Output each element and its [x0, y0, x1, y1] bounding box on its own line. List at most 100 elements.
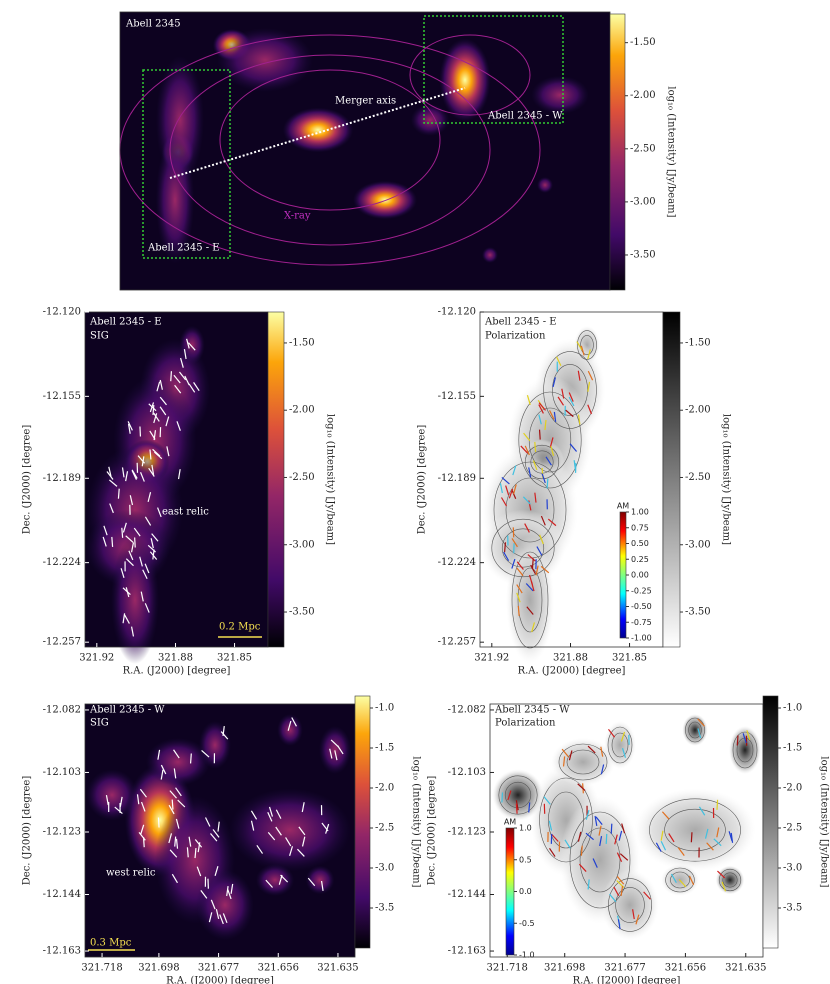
colorbar-tick-label: -1.00	[631, 634, 652, 643]
y-tick-label: -12.103	[448, 767, 486, 778]
polarization-vector	[713, 838, 722, 847]
colorbar-label: log₁₀ (Intensity) [Jy/beam]	[666, 86, 677, 217]
colorbar-tick-label: -2.0	[375, 783, 394, 794]
polarization-vector	[153, 413, 158, 424]
contour	[524, 444, 560, 480]
colorbar-tick-label: -2.50	[630, 143, 656, 154]
colorbar-title: AM	[504, 818, 516, 827]
polarization-vector	[140, 591, 144, 602]
polarization-vector	[287, 720, 292, 731]
polarization-vector	[512, 484, 517, 495]
polarization-vector	[568, 392, 574, 402]
y-tick-label: -12.224	[43, 557, 81, 568]
colorbar-tick-label: 0.75	[631, 523, 649, 532]
polarization-vector	[108, 479, 118, 487]
polarization-vector	[512, 465, 517, 476]
polarization-vector	[122, 522, 127, 533]
polarization-vector	[619, 853, 629, 861]
polarization-vector	[156, 381, 161, 392]
polarization-vector	[742, 733, 747, 744]
polarization-vector	[168, 833, 173, 844]
emission-blob	[217, 28, 313, 92]
emission-blob	[353, 180, 417, 220]
polarization-vector	[534, 441, 537, 452]
colorbar-tick-label: -1.50	[289, 337, 315, 348]
colorbar-tick-label: -1.0	[783, 703, 802, 714]
polarization-vector	[183, 349, 187, 360]
polarization-vector	[122, 587, 131, 596]
polarization-vector	[102, 536, 107, 547]
y-tick-label: -12.163	[448, 946, 486, 957]
x-tick-label: 321.92	[79, 653, 114, 664]
y-tick-label: -12.155	[43, 391, 81, 402]
polarization-vector	[528, 802, 531, 813]
polarization-vector	[549, 847, 556, 857]
polarization-vector	[267, 812, 273, 822]
polarization-vector	[157, 817, 160, 828]
polarization-vector	[528, 574, 533, 585]
y-tick-label: -12.163	[43, 946, 81, 957]
contour	[722, 872, 738, 888]
contour	[607, 726, 633, 764]
polarization-vector	[557, 396, 565, 406]
polarization-vector	[538, 429, 541, 440]
emission-blob	[506, 536, 554, 664]
polarization-vector	[129, 495, 134, 506]
polarization-vector	[150, 538, 154, 549]
polarization-vector	[716, 827, 720, 838]
polarization-vector	[531, 622, 536, 633]
emission-blob	[729, 726, 761, 774]
polarization-vector	[280, 874, 289, 883]
colorbar-tick-label: -2.50	[685, 472, 711, 483]
polarization-vector	[127, 421, 133, 431]
polarization-vector	[660, 841, 667, 851]
polarization-vector	[149, 449, 152, 460]
contour	[615, 887, 645, 923]
polarization-vector	[698, 806, 706, 816]
colorbar-tick-label: -0.25	[631, 586, 652, 595]
panel: Abell 2345 - W SIG west relic 0.3 Mpc 321.71…	[22, 695, 422, 984]
polarization-vector	[173, 374, 181, 384]
polarization-vector	[265, 879, 273, 888]
polarization-vector	[539, 534, 544, 545]
y-tick-label: -12.144	[43, 889, 81, 900]
polarization-vector	[212, 829, 220, 838]
colorbar-tick-label: -3.00	[685, 539, 711, 550]
emission-blob	[319, 726, 351, 774]
contour	[558, 743, 608, 781]
polarization-vector	[516, 584, 523, 594]
polarization-vector	[551, 833, 559, 842]
polarization-vector	[704, 828, 709, 839]
polarization-vector	[180, 357, 184, 368]
polarization-vector	[134, 537, 136, 548]
polarization-vector	[125, 535, 134, 543]
y-tick-label: -12.120	[438, 307, 476, 318]
polarization-vector	[655, 842, 662, 852]
y-tick-label: -12.082	[43, 704, 81, 715]
polarization-vector	[168, 804, 175, 815]
polarization-vector	[177, 799, 186, 808]
emission-blob	[229, 788, 351, 872]
polarization-vector	[587, 879, 590, 890]
colorbar-tick-label: 1.0	[519, 824, 532, 833]
colorbar-tick-label: -3.5	[375, 903, 394, 914]
polarization-vector	[330, 739, 339, 748]
colorbar	[762, 695, 779, 949]
polarization-vector	[569, 443, 578, 452]
polarization-vector	[515, 803, 518, 814]
polarization-vector	[188, 383, 196, 393]
y-tick-label: -12.120	[43, 307, 81, 318]
polarization-vector	[614, 834, 618, 845]
contour	[664, 808, 726, 852]
panel: Abell 2345 - E Polarization 321.92 321.88 32…	[417, 307, 732, 677]
polarization-vector	[549, 410, 555, 420]
polarization-vector	[103, 525, 108, 536]
colorbar	[609, 13, 626, 291]
polarization-vector	[160, 764, 167, 775]
colorbar-tick-label: -1.0	[519, 951, 535, 960]
contour	[649, 798, 741, 862]
merger-axis	[169, 87, 466, 179]
contour	[511, 551, 549, 649]
x-tick-label: 321.677	[604, 963, 645, 974]
polarization-vector	[516, 592, 521, 603]
